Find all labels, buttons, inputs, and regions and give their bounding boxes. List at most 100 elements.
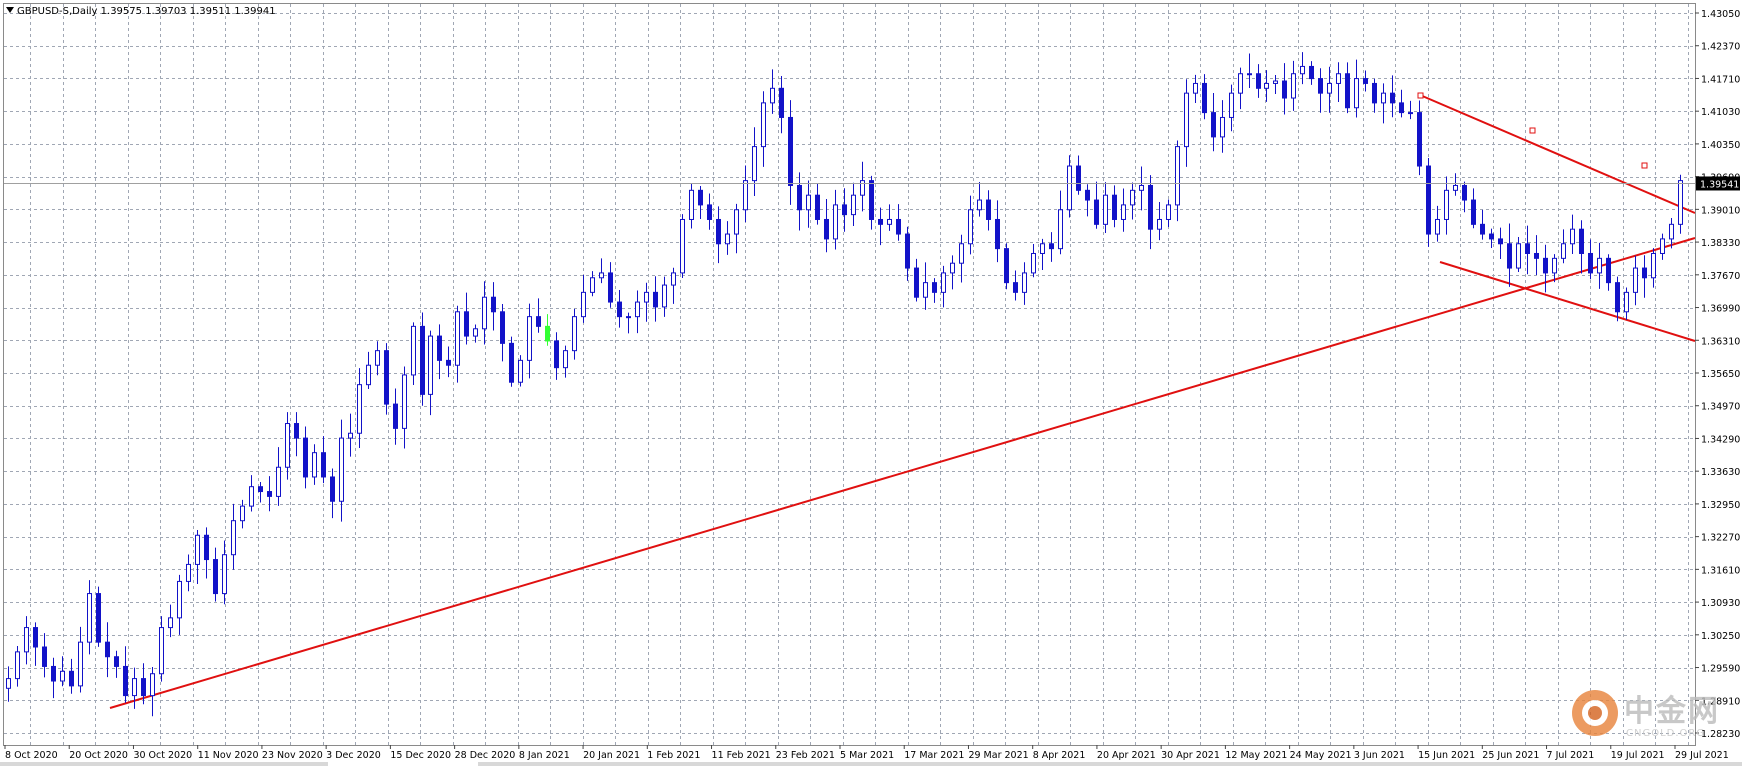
- candle-bear: [995, 218, 1000, 250]
- trendline-anchor-1[interactable]: [1417, 92, 1424, 99]
- candle-bear: [1579, 228, 1584, 254]
- trendlines[interactable]: [109, 92, 1696, 709]
- candle-bull: [950, 262, 955, 274]
- candle-bull: [132, 678, 137, 697]
- candle-bull: [527, 316, 532, 361]
- candle-bear: [96, 593, 101, 643]
- candle-bull: [24, 627, 29, 653]
- candle-bear: [1345, 73, 1350, 109]
- candle-bull: [1291, 73, 1296, 99]
- candle-bull: [177, 580, 182, 619]
- price-label: 1.28910: [1701, 696, 1740, 707]
- candle-bull: [222, 554, 227, 595]
- price-label: 1.40350: [1701, 140, 1740, 151]
- candle-bear: [1507, 243, 1512, 269]
- candle-bear: [1004, 248, 1009, 284]
- price-label: 1.38330: [1701, 238, 1740, 249]
- time-label: 19 Jul 2021: [1611, 750, 1665, 761]
- candle-bear: [1148, 184, 1153, 230]
- candle-bull: [366, 364, 371, 386]
- candle-bear: [1615, 282, 1620, 313]
- candle-bear: [779, 87, 784, 118]
- candle-bear: [1534, 252, 1539, 259]
- candle-bear: [464, 311, 469, 337]
- candle-bear: [1606, 257, 1611, 284]
- candle-bull: [572, 316, 577, 352]
- trendline-anchor-3[interactable]: [1641, 162, 1648, 169]
- candle-bear: [869, 180, 874, 220]
- candle-bear: [204, 534, 209, 561]
- channel-lower-line[interactable]: [1439, 261, 1696, 342]
- candle-bear: [384, 350, 389, 405]
- candle-bear: [914, 267, 919, 298]
- price-label: 1.32270: [1701, 533, 1740, 544]
- candle-bull: [1247, 73, 1252, 76]
- time-label: 23 Feb 2021: [776, 750, 835, 761]
- candle-bear: [509, 342, 514, 383]
- ohlc-values: 1.39575 1.39703 1.39511 1.39941: [100, 6, 276, 17]
- candle-bull: [276, 466, 281, 497]
- time-label: 23 Nov 2020: [262, 750, 323, 761]
- candle-bull: [518, 359, 523, 383]
- candle-bull: [923, 282, 928, 298]
- candle-bear: [788, 116, 793, 186]
- candle-bear: [986, 199, 991, 220]
- candle-bull: [626, 316, 631, 319]
- support-trendline[interactable]: [109, 237, 1696, 709]
- candle-bear: [1462, 184, 1467, 201]
- scrollbar-track-right[interactable]: [478, 762, 1742, 766]
- price-label: 1.41030: [1701, 107, 1740, 118]
- trendline-anchor-2[interactable]: [1529, 127, 1536, 134]
- candle-bear: [500, 311, 505, 344]
- price-axis: 1.430501.423701.417101.410301.403501.396…: [1695, 9, 1740, 740]
- candles: [6, 52, 1683, 717]
- candle-bear: [1642, 267, 1647, 279]
- candle-bear: [1588, 252, 1593, 274]
- candle-bull: [1516, 243, 1521, 269]
- time-label: 3 Jun 2021: [1354, 750, 1405, 761]
- candle-bull: [671, 272, 676, 286]
- candle-bull: [1381, 92, 1386, 104]
- time-label: 15 Dec 2020: [390, 750, 451, 761]
- candle-bear: [114, 656, 119, 667]
- channel-upper-line[interactable]: [1419, 94, 1696, 214]
- symbol-label: GBPUSD-S: [17, 6, 69, 17]
- candle-bull: [1669, 223, 1674, 240]
- candle-bull: [1058, 209, 1063, 250]
- candle-bull: [339, 437, 344, 502]
- time-label: 5 Mar 2021: [840, 750, 894, 761]
- price-label: 1.34970: [1701, 402, 1740, 413]
- candle-bear: [393, 403, 398, 429]
- time-label: 12 May 2021: [1225, 750, 1287, 761]
- candle-bear: [545, 325, 550, 342]
- candle-bear: [1318, 78, 1323, 94]
- candle-bear: [1085, 189, 1090, 201]
- candle-bull: [455, 311, 460, 366]
- candle-bull: [1300, 65, 1305, 75]
- time-label: 30 Apr 2021: [1161, 750, 1220, 761]
- candle-bull: [1067, 165, 1072, 211]
- candle-bull: [1022, 272, 1027, 293]
- price-label: 1.29590: [1701, 664, 1740, 675]
- price-label: 1.32950: [1701, 500, 1740, 511]
- collapse-triangle-icon[interactable]: [6, 7, 14, 13]
- time-label: 29 Mar 2021: [968, 750, 1028, 761]
- candle-bull: [1354, 78, 1359, 109]
- candle-bull: [375, 350, 380, 366]
- candle-bear: [420, 325, 425, 395]
- candle-bear: [294, 423, 299, 439]
- price-label: 1.36310: [1701, 336, 1740, 347]
- scrollbar-track-left[interactable]: [0, 762, 328, 766]
- candle-bear: [1480, 223, 1485, 235]
- price-label: 1.36990: [1701, 304, 1740, 315]
- candle-bull: [60, 670, 65, 682]
- candle-bull: [1264, 82, 1269, 89]
- candle-bull: [1166, 204, 1171, 220]
- candle-bull: [1273, 80, 1278, 84]
- candle-bull: [1220, 116, 1225, 138]
- candle-bear: [1372, 82, 1377, 104]
- candle-bull: [1444, 189, 1449, 220]
- candle-bear: [653, 291, 658, 308]
